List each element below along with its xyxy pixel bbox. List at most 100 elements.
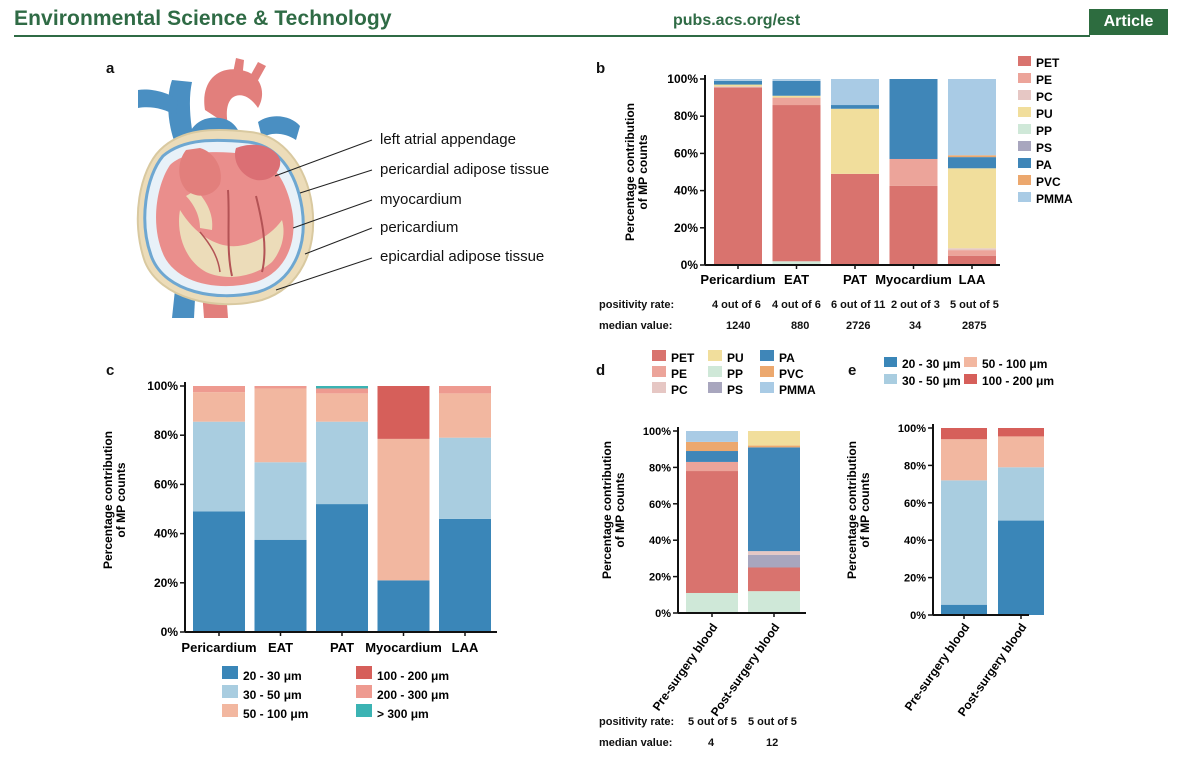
y-tick-label: 0% [655, 608, 671, 620]
legend-swatch-pet [1018, 56, 1031, 66]
bar-pat-200-300-m [316, 388, 368, 394]
bar-myocardium-pet [889, 185, 938, 265]
legend-label-pvc: PVC [779, 367, 804, 381]
legend-swatch-pp [1018, 124, 1031, 134]
legend-label-pa: PA [1036, 158, 1052, 172]
legend-swatch-pet [652, 350, 666, 361]
bar-pat-20-30-m [316, 504, 368, 632]
legend-label-pu: PU [727, 351, 744, 365]
bar-post-surgery-blood-ps [748, 554, 800, 568]
d-positivity-0: 5 out of 5 [688, 716, 737, 728]
legend-label-20-30-m: 20 - 30 μm [902, 357, 961, 371]
b-median-0: 1240 [726, 320, 751, 332]
legend-label-pe: PE [1036, 73, 1052, 87]
bar-post-surgery-blood-50-100-m [998, 436, 1044, 468]
article-badge: Article [1089, 9, 1168, 35]
legend-swatch-ps [1018, 141, 1031, 151]
b-positivity-2: 6 out of 11 [831, 299, 886, 311]
legend-swatch-30-50-m [222, 685, 238, 698]
bar-pat-pa [831, 105, 879, 109]
y-tick-label: 40% [674, 184, 698, 198]
legend-swatch-pu [1018, 107, 1031, 117]
header-rule [14, 35, 1090, 37]
category-label-eat: EAT [268, 640, 293, 655]
legend-swatch-pa [760, 350, 774, 361]
b-median-3: 34 [909, 320, 922, 332]
legend-label-20-30-m: 20 - 30 μm [243, 669, 302, 683]
journal-url[interactable]: pubs.acs.org/est [673, 12, 801, 29]
bar-eat-20-30-m [254, 539, 307, 632]
bar-pre-surgery-blood-20-30-m [941, 604, 987, 615]
b-positivity-label: positivity rate: [599, 299, 675, 311]
b-positivity-3: 2 out of 3 [891, 299, 940, 311]
b-median-4: 2875 [962, 320, 987, 332]
bar-pre-surgery-blood-pe [686, 461, 738, 472]
legend-swatch-pmma [760, 382, 774, 393]
legend-swatch-ps [708, 382, 722, 393]
bar-eat-pu [772, 95, 821, 98]
bar-pre-surgery-blood-30-50-m [941, 480, 987, 605]
category-label-laa: LAA [959, 272, 986, 287]
legend-label-100-200-m: 100 - 200 μm [982, 374, 1054, 388]
y-tick-label: 60% [674, 146, 698, 160]
legend-label-200-300-m: 200 - 300 μm [377, 688, 449, 702]
bar-pericardium-pc [714, 86, 762, 88]
y-tick-label: 100% [667, 72, 698, 86]
bar-eat-200-300-m [254, 386, 307, 389]
y-tick-label: 80% [649, 462, 671, 474]
d-median-0: 4 [708, 737, 715, 749]
y-axis-label: Percentage contributionof MP counts [845, 441, 872, 579]
legend-label-50-100-m: 50 - 100 μm [982, 357, 1047, 371]
legend-label-pu: PU [1036, 107, 1053, 121]
legend-swatch-pc [652, 382, 666, 393]
category-label-myocardium: Myocardium [875, 272, 952, 287]
y-tick-label: 100% [643, 426, 671, 438]
bar-post-surgery-blood-pvc [748, 445, 800, 448]
legend-label-50-100-m: 50 - 100 μm [243, 707, 308, 721]
legend-swatch-20-30-m [222, 666, 238, 679]
bar-pat-pmma [831, 79, 879, 106]
panel-b-label: b [596, 60, 606, 77]
panel-e-label: e [848, 362, 857, 379]
legend-label-100-200-m: 100 - 200 μm [377, 669, 449, 683]
legend-label-pc: PC [671, 383, 688, 397]
bar-laa-20-30-m [439, 518, 491, 632]
bar-post-surgery-blood-pu [748, 431, 800, 446]
bar-pericardium-20-30-m [193, 511, 245, 632]
legend-label-pet: PET [1036, 56, 1060, 70]
bar-pat-50-100-m [316, 393, 368, 422]
panel-c-label: c [106, 362, 115, 379]
legend-label-pc: PC [1036, 90, 1053, 104]
legend-label-pp: PP [727, 367, 743, 381]
legend-swatch-pu [708, 350, 722, 361]
legend-swatch-30-50-m [884, 374, 897, 384]
category-label-pat: PAT [330, 640, 354, 655]
y-axis-label: Percentage contributionof MP counts [101, 431, 128, 569]
bar-pat-300-m [316, 386, 368, 389]
legend-swatch-pp [708, 366, 722, 377]
legend-swatch-300-m [356, 704, 372, 717]
journal-title: Environmental Science & Technology [14, 7, 392, 30]
bar-myocardium-pa [889, 79, 938, 159]
bar-pre-surgery-blood-pet [686, 471, 738, 593]
legend-label-30-50-m: 30 - 50 μm [902, 374, 961, 388]
panel-a-label: a [106, 60, 115, 77]
y-tick-label: 20% [904, 573, 926, 585]
bar-pericardium-pu [714, 84, 762, 87]
bar-pericardium-pet [714, 87, 762, 266]
legend-swatch-pc [1018, 90, 1031, 100]
y-tick-label: 20% [154, 576, 178, 590]
legend-label-300-m: > 300 μm [377, 707, 429, 721]
bar-eat-50-100-m [254, 388, 307, 463]
bar-pre-surgery-blood-50-100-m [941, 439, 987, 481]
bar-pre-surgery-blood-pvc [686, 441, 738, 452]
y-tick-label: 80% [674, 109, 698, 123]
y-tick-label: 20% [674, 221, 698, 235]
legend-swatch-pmma [1018, 192, 1031, 202]
legend-label-pmma: PMMA [1036, 192, 1073, 206]
legend-swatch-50-100-m [222, 704, 238, 717]
bar-pat-pu [831, 108, 879, 174]
bar-pre-surgery-blood-pa [686, 451, 738, 462]
